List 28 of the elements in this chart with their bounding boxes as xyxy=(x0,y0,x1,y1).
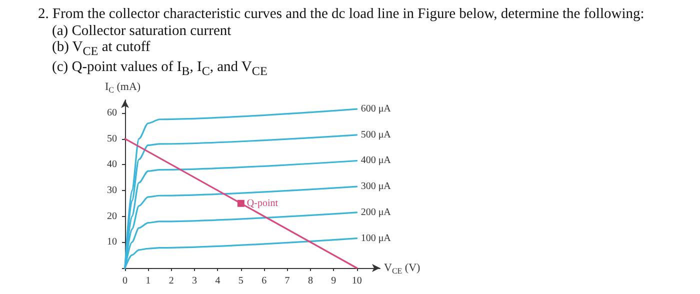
y-tick-label: 60 xyxy=(107,107,117,118)
series-label: 600 μA xyxy=(360,104,392,115)
annotation: Q-point xyxy=(246,198,278,209)
text: (b) V$_{CE}$ at cutoff xyxy=(51,39,152,60)
series-label: 100 μA xyxy=(360,232,392,244)
text: (a) Collector saturation current xyxy=(51,22,232,39)
y-tick-label: 30 xyxy=(107,184,117,196)
x-tick-label: 1 xyxy=(146,276,151,286)
y-tick-label: 10 xyxy=(107,236,117,248)
x-tick-label: 2 xyxy=(168,276,174,286)
text: (c) Q-point values of I$_{B}$, I$_{C}$, and V$_{CE}$ xyxy=(51,59,268,80)
x-tick-label: 10 xyxy=(352,276,362,286)
x-tick-label: 5 xyxy=(238,276,244,286)
y-tick-label: 20 xyxy=(107,210,117,222)
x-tick-label: 8 xyxy=(308,276,313,286)
x-tick-label: 4 xyxy=(215,276,220,286)
x-tick-label: 3 xyxy=(192,276,198,286)
x-tick-label: 6 xyxy=(262,276,267,286)
series-label: 200 μA xyxy=(360,206,392,218)
x-tick-label: 0 xyxy=(122,276,128,286)
chart-title: 2. From the collector characteristic curves and the dc load line in Figure below, determine the following: xyxy=(38,6,644,22)
series-label: 300 μA xyxy=(360,181,392,192)
series-label: 500 μA xyxy=(360,129,392,140)
y-tick-label: 50 xyxy=(107,133,117,144)
x-tick-label: 7 xyxy=(284,276,290,286)
y-tick-label: 40 xyxy=(107,159,117,170)
x-tick-label: 9 xyxy=(331,276,336,286)
series-label: 400 μA xyxy=(360,155,392,166)
